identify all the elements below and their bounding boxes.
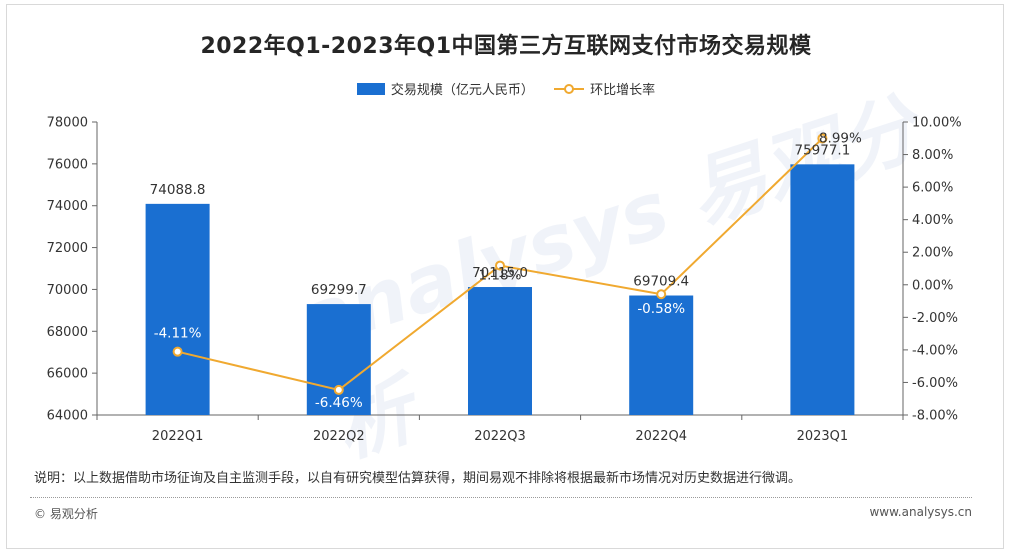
x-tick-label: 2022Q2 bbox=[313, 429, 365, 444]
left-tick-label: 66000 bbox=[47, 367, 88, 382]
x-tick-label: 2022Q1 bbox=[152, 429, 204, 444]
legend-line-swatch bbox=[554, 83, 585, 94]
bar-value-label: 70115.0 bbox=[472, 265, 528, 281]
footnote: 说明：以上数据借助市场征询及自主监测手段，以自有研究模型估算获得，期间易观不排除… bbox=[34, 471, 802, 486]
line-value-label: 1.18% bbox=[479, 268, 522, 284]
left-tick-label: 76000 bbox=[47, 157, 88, 172]
bar bbox=[306, 304, 371, 415]
legend-item-line: 环比增长率 bbox=[554, 79, 655, 98]
legend-line-label: 环比增长率 bbox=[590, 83, 656, 98]
x-tick-label: 2022Q4 bbox=[635, 429, 687, 444]
bars-group bbox=[145, 164, 855, 415]
left-tick-label: 64000 bbox=[47, 409, 88, 424]
line-point bbox=[333, 384, 344, 395]
left-tick-label: 68000 bbox=[47, 325, 88, 340]
bar bbox=[790, 164, 855, 415]
website-label: www.analysys.cn bbox=[869, 505, 972, 519]
right-tick-label: -4.00% bbox=[912, 343, 958, 358]
left-tick-label: 72000 bbox=[47, 241, 88, 256]
right-tick-label: 6.00% bbox=[912, 181, 953, 196]
source-label: © 易观分析 bbox=[34, 507, 98, 521]
x-tick-label: 2022Q3 bbox=[474, 429, 526, 444]
right-tick-label: -2.00% bbox=[912, 311, 958, 326]
bar bbox=[145, 203, 210, 415]
axes-group: 64000 66000 68000 70000 72000 74000 76000 78000… bbox=[47, 116, 962, 445]
line-value-label: -4.11% bbox=[154, 326, 202, 342]
legend: 交易规模（亿元人民币） 环比增长率 bbox=[0, 79, 1012, 98]
legend-item-bar: 交易规模（亿元人民币） bbox=[356, 79, 534, 98]
bar-value-label: 74088.8 bbox=[150, 182, 206, 198]
bar bbox=[629, 295, 694, 415]
right-tick-label: 10.00% bbox=[912, 116, 962, 131]
line-point bbox=[172, 346, 183, 357]
legend-bar-label: 交易规模（亿元人民币） bbox=[390, 83, 534, 98]
line-point bbox=[817, 133, 828, 144]
footer-divider bbox=[30, 497, 972, 498]
x-tick-label: 2023Q1 bbox=[797, 429, 849, 444]
line-point bbox=[495, 260, 505, 271]
legend-bar-swatch bbox=[356, 82, 385, 95]
right-tick-label: 2.00% bbox=[912, 246, 953, 261]
right-tick-label: -8.00% bbox=[912, 409, 958, 424]
left-tick-label: 70000 bbox=[47, 283, 88, 298]
chart-title: 2022年Q1-2023年Q1中国第三方互联网支付市场交易规模 bbox=[200, 34, 812, 59]
line-group bbox=[172, 133, 828, 395]
right-tick-label: 0.00% bbox=[912, 278, 953, 293]
line-value-label: -0.58% bbox=[637, 301, 685, 317]
line-point bbox=[656, 289, 667, 300]
bar-value-label: 69709.4 bbox=[633, 274, 689, 290]
right-tick-label: 8.00% bbox=[912, 148, 953, 163]
right-tick-label: 4.00% bbox=[912, 213, 953, 228]
line-value-label: -6.46% bbox=[315, 395, 363, 411]
right-tick-label: -6.00% bbox=[912, 376, 958, 391]
bar-value-label: 75977.1 bbox=[794, 142, 850, 158]
labels-group: 74088.8 69299.7 70115.0 69709.4 75977.1 -4.11… bbox=[150, 130, 862, 410]
left-tick-label: 78000 bbox=[47, 116, 88, 131]
bar-value-label: 69299.7 bbox=[311, 282, 367, 298]
line-value-label: 8.99% bbox=[819, 130, 862, 146]
left-tick-label: 74000 bbox=[47, 199, 88, 214]
bar bbox=[468, 287, 532, 415]
